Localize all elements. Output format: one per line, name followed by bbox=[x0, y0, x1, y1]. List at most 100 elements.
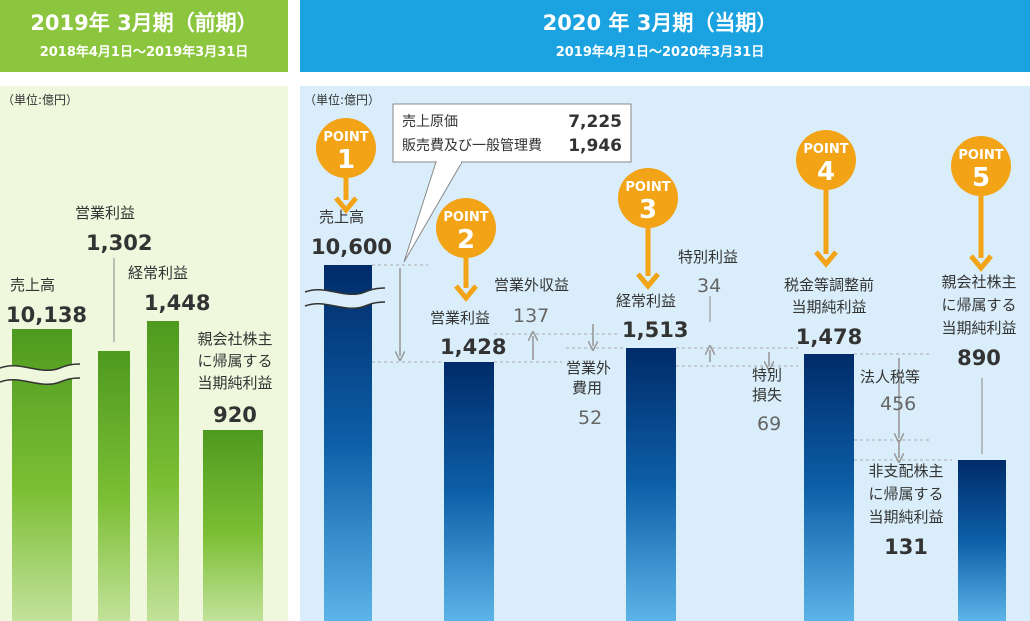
point-word-4: POINT bbox=[803, 142, 848, 157]
point-number-5: 5 bbox=[972, 163, 990, 193]
cost-of-sales-value: 7,225 bbox=[568, 112, 622, 132]
curr-bar-1 bbox=[324, 265, 372, 621]
curr-unit: （単位:億円） bbox=[304, 92, 380, 107]
curr-net-label-3: 当期純利益 bbox=[941, 319, 1016, 337]
point-arrowhead-1 bbox=[334, 196, 358, 214]
curr-axis-break-line1 bbox=[304, 287, 386, 296]
prev-unit: （単位:億円） bbox=[2, 92, 78, 107]
nci-label-2: に帰属する bbox=[868, 485, 943, 503]
curr-period: 2019年4月1日～2020年3月31日 bbox=[556, 44, 765, 60]
tax-label: 法人税等 bbox=[860, 368, 920, 386]
curr-sales-value: 10,600 bbox=[311, 235, 392, 259]
cost-callout-box bbox=[392, 103, 632, 163]
cost-of-sales-label: 売上原価 bbox=[402, 114, 458, 130]
prev-period: 2018年4月1日～2019年3月31日 bbox=[40, 44, 249, 60]
non-op-income-label: 営業外収益 bbox=[494, 276, 569, 294]
prev-net-value-label: 920 bbox=[213, 403, 257, 427]
point-circle-3 bbox=[618, 168, 678, 228]
point-circle-2 bbox=[436, 198, 496, 258]
curr-ordinary-label: 経常利益 bbox=[616, 292, 676, 310]
prev-ordinary-label: 経常利益 bbox=[128, 264, 188, 282]
point-shaft-4 bbox=[823, 186, 829, 254]
point-word-1: POINT bbox=[323, 130, 368, 145]
nci-label-3: 当期純利益 bbox=[868, 508, 943, 526]
prev-net-label-3: 当期純利益 bbox=[197, 374, 272, 392]
cost-callout-joint bbox=[437, 158, 461, 164]
curr-bar-3 bbox=[626, 348, 676, 621]
step-arrows bbox=[400, 268, 899, 458]
prev-axis-break-line1 bbox=[0, 363, 81, 372]
point-circle-4 bbox=[796, 130, 856, 190]
curr-header-bg bbox=[300, 0, 1030, 72]
point-word-2: POINT bbox=[443, 210, 488, 225]
curr-bar-5 bbox=[958, 460, 1006, 621]
point-shaft-5 bbox=[978, 192, 984, 258]
curr-pretax-value: 1,478 bbox=[796, 325, 862, 349]
prev-net-label-2: に帰属する bbox=[197, 352, 272, 370]
curr-axis-break-line2 bbox=[304, 301, 386, 310]
curr-operating-label: 営業利益 bbox=[430, 309, 490, 327]
extra-loss-label-2: 損失 bbox=[752, 386, 782, 404]
curr-net-label-2: に帰属する bbox=[941, 296, 1016, 314]
point-circle-5 bbox=[951, 136, 1011, 196]
prev-bar-4 bbox=[203, 430, 263, 621]
point-circle-1 bbox=[316, 118, 376, 178]
point-arrowhead-2 bbox=[454, 284, 478, 302]
prev-bars bbox=[12, 321, 263, 621]
cost-callout: 売上原価 7,225 販売費及び一般管理費 1,946 bbox=[392, 103, 632, 263]
prev-net-label-1: 親会社株主 bbox=[197, 330, 272, 348]
point-arrowhead-5 bbox=[969, 254, 993, 272]
prev-operating-value: 1,302 bbox=[86, 231, 152, 255]
curr-bars bbox=[324, 265, 1006, 621]
extra-loss-label-1: 特別 bbox=[752, 366, 782, 384]
sga-value: 1,946 bbox=[568, 136, 622, 156]
curr-pretax-label-1: 税金等調整前 bbox=[784, 276, 874, 294]
prev-bar-3 bbox=[147, 321, 179, 621]
curr-pretax-label-2: 当期純利益 bbox=[791, 298, 866, 316]
prev-axis-break-line2 bbox=[0, 377, 81, 386]
prev-sales-label: 売上高 bbox=[10, 276, 55, 294]
prev-title: 2019年 3月期（前期） bbox=[30, 11, 257, 35]
nci-label-1: 非支配株主 bbox=[868, 462, 943, 480]
prev-axis-break bbox=[0, 364, 80, 385]
non-op-expense-value: 52 bbox=[578, 407, 602, 429]
point-arrowhead-4 bbox=[814, 250, 838, 268]
prev-bar-2 bbox=[98, 351, 130, 621]
non-op-expense-label-2: 費用 bbox=[572, 379, 602, 397]
curr-title: 2020 年 3月期（当期） bbox=[543, 11, 778, 35]
sga-label: 販売費及び一般管理費 bbox=[402, 138, 542, 154]
point-shaft-2 bbox=[463, 254, 469, 288]
curr-net-value: 890 bbox=[957, 346, 1001, 370]
extra-gain-value: 34 bbox=[697, 275, 721, 297]
prev-sales-value: 10,138 bbox=[6, 303, 87, 327]
point-number-1: 1 bbox=[337, 145, 355, 175]
point-word-5: POINT bbox=[958, 148, 1003, 163]
point-number-3: 3 bbox=[639, 195, 657, 225]
prev-ordinary-value: 1,448 bbox=[144, 291, 210, 315]
non-op-expense-label-1: 営業外 bbox=[566, 359, 611, 377]
non-op-income-value: 137 bbox=[513, 305, 549, 327]
curr-axis-break bbox=[305, 288, 385, 309]
prev-header-bg bbox=[0, 0, 288, 72]
extra-gain-label: 特別利益 bbox=[678, 248, 738, 266]
curr-operating-value: 1,428 bbox=[440, 335, 506, 359]
point-number-2: 2 bbox=[457, 225, 475, 255]
point-shaft-1 bbox=[343, 174, 349, 200]
point-shaft-3 bbox=[645, 224, 651, 276]
curr-bar-2 bbox=[444, 362, 494, 621]
curr-ordinary-value: 1,513 bbox=[622, 318, 688, 342]
point-word-3: POINT bbox=[625, 180, 670, 195]
nci-value: 131 bbox=[884, 535, 928, 559]
curr-net-label-1: 親会社株主 bbox=[941, 273, 1016, 291]
tax-value: 456 bbox=[880, 393, 916, 415]
prev-operating-label: 営業利益 bbox=[75, 204, 135, 222]
point-number-4: 4 bbox=[817, 157, 835, 187]
curr-sales-label: 売上高 bbox=[319, 208, 364, 226]
